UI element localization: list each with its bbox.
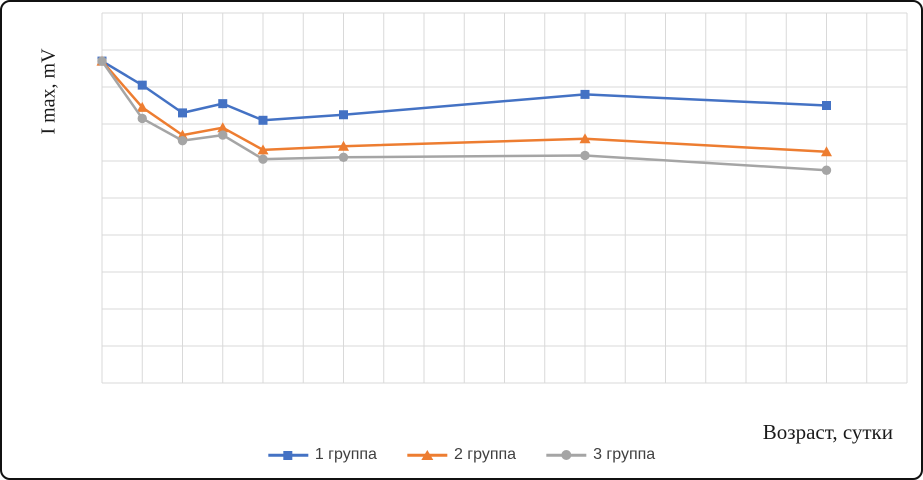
- series-marker-circle: [137, 113, 147, 124]
- series-marker-square: [580, 89, 590, 99]
- legend-label-group2: 2 группа: [453, 446, 517, 463]
- series-marker-triangle: [257, 144, 269, 155]
- series-marker-square: [258, 115, 268, 125]
- legend: 1 группа 2 группа 3 группа: [267, 446, 655, 464]
- legend-label-group1: 1 группа: [314, 446, 377, 463]
- series-marker-circle: [97, 56, 107, 66]
- series-marker-triangle: [217, 122, 229, 133]
- series-marker-square: [339, 110, 348, 120]
- series-marker-circle: [338, 152, 349, 162]
- legend-circle-marker-icon: [546, 448, 587, 462]
- legend-item-group2: 2 группа: [406, 446, 517, 464]
- series-marker-square: [137, 80, 147, 90]
- series-marker-circle: [218, 130, 228, 140]
- series-line-1-группа: [100, 59, 828, 122]
- series-marker-triangle: [136, 101, 148, 112]
- series-marker-circle: [177, 135, 188, 146]
- series-line-2-группа: [100, 59, 828, 153]
- series-marker-triangle: [821, 146, 832, 157]
- series-marker-circle: [821, 165, 832, 175]
- legend-triangle-marker-icon: [406, 448, 447, 462]
- series-marker-circle: [258, 154, 268, 164]
- y-axis-title: I max, mV: [37, 48, 60, 135]
- series-marker-square: [218, 99, 228, 109]
- series-marker-square: [822, 101, 831, 110]
- legend-item-group3: 3 группа: [546, 446, 655, 464]
- series-line-3-группа: [100, 59, 828, 172]
- series-marker-circle: [580, 150, 590, 161]
- series-marker-square: [178, 108, 187, 118]
- series-marker-triangle: [338, 140, 349, 151]
- legend-square-marker-icon: [267, 448, 308, 462]
- x-axis-title: Возраст, сутки: [762, 420, 893, 444]
- legend-item-group1: 1 группа: [267, 446, 377, 464]
- legend-label-group3: 3 группа: [593, 446, 656, 463]
- series-marker-triangle: [579, 133, 591, 144]
